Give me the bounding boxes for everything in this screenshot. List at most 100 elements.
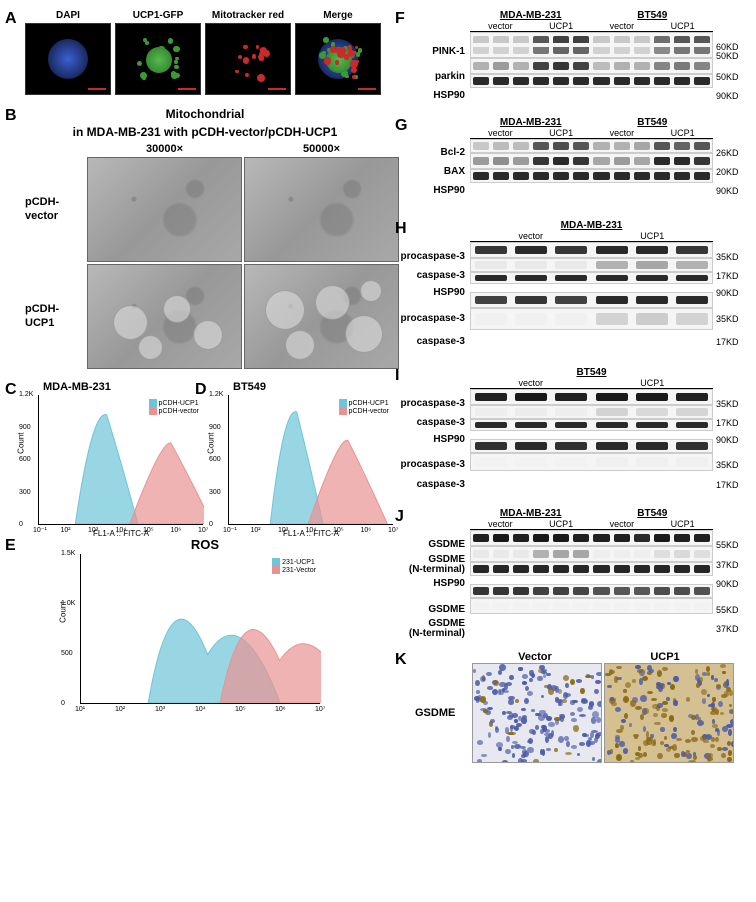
panel-c-label: C bbox=[5, 381, 17, 399]
wb-condition-header: vector bbox=[592, 519, 653, 529]
wb-size-label: 17KD bbox=[713, 329, 751, 355]
microscopy-image-mito bbox=[205, 23, 291, 95]
wb-band-row bbox=[470, 405, 713, 419]
wb-size-label: 35KD bbox=[713, 247, 751, 267]
panel-g-label: G bbox=[395, 117, 407, 135]
panel-d-title: BT549 bbox=[233, 381, 383, 393]
wb-cell-header: BT549 bbox=[592, 508, 714, 519]
panel-f: F PINK-1parkinHSP90MDA-MB-231BT549vector… bbox=[395, 10, 751, 105]
microscopy-labels-row: DAPI UCP1-GFP Mitotracker red Merge bbox=[25, 10, 385, 23]
microscopy-image-merge bbox=[295, 23, 381, 95]
wb-size-label: 20KD bbox=[713, 162, 751, 182]
x-tick: 10⁴ bbox=[195, 706, 206, 713]
wb-condition-header: UCP1 bbox=[652, 21, 713, 31]
flow-legend: pCDH-UCP1pCDH-vector bbox=[147, 397, 201, 417]
wb-size-label: 35KD bbox=[713, 394, 751, 414]
wb-size-label: 35KD bbox=[713, 456, 751, 474]
y-tick: 0 bbox=[61, 700, 65, 707]
wb-protein-label: PINK-1 bbox=[395, 37, 470, 67]
em-title-2: in MDA-MB-231 with pCDH-vector/pCDH-UCP1 bbox=[25, 125, 385, 139]
wb-condition-header: vector bbox=[470, 231, 592, 241]
wb-cell-header: BT549 bbox=[592, 10, 714, 21]
wb-size-label: 26KD bbox=[713, 144, 751, 162]
y-tick: 500 bbox=[61, 650, 73, 657]
x-tick: 10⁴ bbox=[306, 527, 317, 534]
panel-b: B Mitochondrial in MDA-MB-231 with pCDH-… bbox=[5, 107, 385, 369]
wb-protein-label: procaspase-3 bbox=[395, 394, 470, 414]
x-tick: 10³ bbox=[155, 706, 165, 713]
y-tick: 300 bbox=[19, 489, 31, 496]
wb-size-label: 17KD bbox=[713, 474, 751, 496]
x-tick: 10⁻¹ bbox=[33, 526, 47, 534]
x-tick: 10⁶ bbox=[361, 527, 372, 534]
wb-band-row bbox=[470, 58, 713, 74]
wb-protein-label: HSP90 bbox=[395, 87, 470, 105]
wb-protein-label: caspase-3 bbox=[395, 474, 470, 496]
wb-size-label: 17KD bbox=[713, 267, 751, 285]
em-image bbox=[87, 264, 242, 369]
y-tick: 900 bbox=[19, 424, 31, 431]
ihc-ucp1-image bbox=[604, 663, 734, 763]
panel-i: I procaspase-3caspase-3HSP90procaspase-3… bbox=[395, 367, 751, 496]
x-tick: 10³ bbox=[88, 527, 98, 534]
micro-label-mito: Mitotracker red bbox=[205, 10, 291, 21]
wb-band-row bbox=[470, 584, 713, 598]
microscopy-image-gfp bbox=[115, 23, 201, 95]
wb-band-row bbox=[470, 32, 713, 58]
wb-band-row bbox=[470, 546, 713, 562]
microscopy-images-row bbox=[25, 23, 385, 95]
wb-band-row bbox=[470, 598, 713, 614]
em-grid: 30000×50000×pCDH- vectorpCDH- UCP1 bbox=[25, 143, 385, 369]
wb-band-row bbox=[470, 439, 713, 453]
wb-band-row bbox=[470, 308, 713, 330]
wb-size-label: 90KD bbox=[713, 182, 751, 200]
wb-protein-label: GSDME (N-terminal) bbox=[395, 619, 470, 639]
wb-protein-label: BAX bbox=[395, 162, 470, 182]
x-tick: 10⁶ bbox=[275, 706, 286, 713]
wb-band-row bbox=[470, 453, 713, 471]
ihc-label: GSDME bbox=[415, 707, 470, 719]
right-column: F PINK-1parkinHSP90MDA-MB-231BT549vector… bbox=[390, 0, 756, 785]
flow-legend: 231-UCP1231-Vector bbox=[270, 556, 318, 576]
wb-condition-header: UCP1 bbox=[652, 128, 713, 138]
x-tick: 10⁵ bbox=[143, 527, 154, 534]
panel-c-title: MDA-MB-231 bbox=[43, 381, 193, 393]
axis-y-label: Count bbox=[207, 432, 216, 453]
x-tick: 10⁵ bbox=[333, 527, 344, 534]
y-tick: 600 bbox=[209, 456, 221, 463]
flow-chart-c: CountFL1-A :: FITC-A03006009001.2K10⁻¹10… bbox=[38, 395, 203, 525]
panel-k-label: K bbox=[395, 651, 407, 669]
microscopy-image-dapi bbox=[25, 23, 111, 95]
wb-size-label: 37KD bbox=[713, 555, 751, 575]
micro-label-dapi: DAPI bbox=[25, 10, 111, 21]
wb-size-label: 90KD bbox=[713, 285, 751, 301]
wb-condition-header: vector bbox=[470, 21, 531, 31]
figure-container: A DAPI UCP1-GFP Mitotracker red Merge B … bbox=[0, 0, 756, 785]
panel-a-label: A bbox=[5, 10, 17, 28]
x-tick: 10⁴ bbox=[116, 527, 127, 534]
x-tick: 10⁻¹ bbox=[223, 526, 237, 534]
wb-protein-label: HSP90 bbox=[395, 432, 470, 448]
y-tick: 1.2K bbox=[19, 391, 33, 398]
flow-chart-e: Count05001.0K1.5K10¹10²10³10⁴10⁵10⁶10⁷23… bbox=[80, 554, 320, 704]
wb-cell-header: MDA-MB-231 bbox=[470, 220, 713, 231]
wb-condition-header: vector bbox=[592, 128, 653, 138]
x-tick: 10⁵ bbox=[235, 706, 246, 713]
panel-i-label: I bbox=[395, 367, 399, 385]
wb-band-row bbox=[470, 272, 713, 284]
flow-chart-d: CountFL1-A :: FITC-A03006009001.2K10⁻¹10… bbox=[228, 395, 393, 525]
y-tick: 600 bbox=[19, 456, 31, 463]
wb-condition-header: UCP1 bbox=[652, 519, 713, 529]
y-tick: 0 bbox=[209, 521, 213, 528]
wb-size-label: 35KD bbox=[713, 309, 751, 329]
wb-cell-header: MDA-MB-231 bbox=[470, 10, 592, 21]
x-tick: 10⁶ bbox=[171, 527, 182, 534]
wb-protein-label: procaspase-3 bbox=[395, 247, 470, 267]
em-image bbox=[244, 157, 399, 262]
wb-protein-label: procaspase-3 bbox=[395, 309, 470, 329]
wb-protein-label: caspase-3 bbox=[395, 414, 470, 432]
wb-protein-label: HSP90 bbox=[395, 575, 470, 593]
wb-size-label: 55KD bbox=[713, 601, 751, 619]
wb-size-label: 55KD bbox=[713, 535, 751, 555]
micro-label-merge: Merge bbox=[295, 10, 381, 21]
